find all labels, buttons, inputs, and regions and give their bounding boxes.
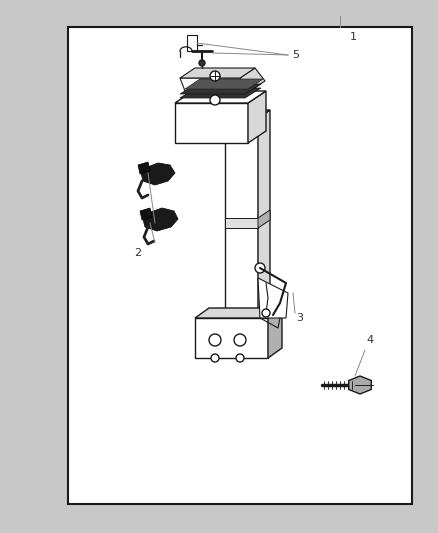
Circle shape bbox=[211, 354, 219, 362]
Text: 3: 3 bbox=[297, 313, 304, 323]
Polygon shape bbox=[175, 103, 248, 143]
Polygon shape bbox=[225, 118, 258, 318]
Text: 4: 4 bbox=[367, 335, 374, 345]
Polygon shape bbox=[140, 208, 152, 220]
Polygon shape bbox=[138, 162, 150, 174]
Polygon shape bbox=[225, 110, 270, 118]
Polygon shape bbox=[195, 318, 268, 358]
Polygon shape bbox=[195, 308, 282, 318]
Text: 1: 1 bbox=[350, 33, 357, 42]
Polygon shape bbox=[240, 68, 265, 91]
Polygon shape bbox=[349, 376, 371, 394]
Polygon shape bbox=[185, 79, 263, 89]
Polygon shape bbox=[180, 84, 261, 94]
Polygon shape bbox=[180, 78, 250, 91]
Polygon shape bbox=[268, 308, 282, 358]
Circle shape bbox=[236, 354, 244, 362]
Circle shape bbox=[262, 309, 270, 317]
Circle shape bbox=[199, 60, 205, 66]
Bar bbox=[68, 27, 412, 504]
Circle shape bbox=[234, 334, 246, 346]
Text: 2: 2 bbox=[134, 248, 141, 258]
Polygon shape bbox=[141, 163, 175, 185]
Polygon shape bbox=[258, 278, 288, 318]
Circle shape bbox=[209, 334, 221, 346]
Text: 5: 5 bbox=[293, 50, 300, 60]
Polygon shape bbox=[143, 208, 178, 231]
Polygon shape bbox=[258, 110, 270, 318]
Polygon shape bbox=[180, 68, 255, 78]
Circle shape bbox=[210, 95, 220, 105]
Polygon shape bbox=[180, 88, 261, 98]
Polygon shape bbox=[248, 91, 266, 143]
Polygon shape bbox=[258, 210, 270, 228]
Polygon shape bbox=[187, 35, 197, 51]
Circle shape bbox=[210, 71, 220, 81]
Polygon shape bbox=[225, 218, 258, 228]
Polygon shape bbox=[175, 91, 266, 103]
Circle shape bbox=[255, 263, 265, 273]
